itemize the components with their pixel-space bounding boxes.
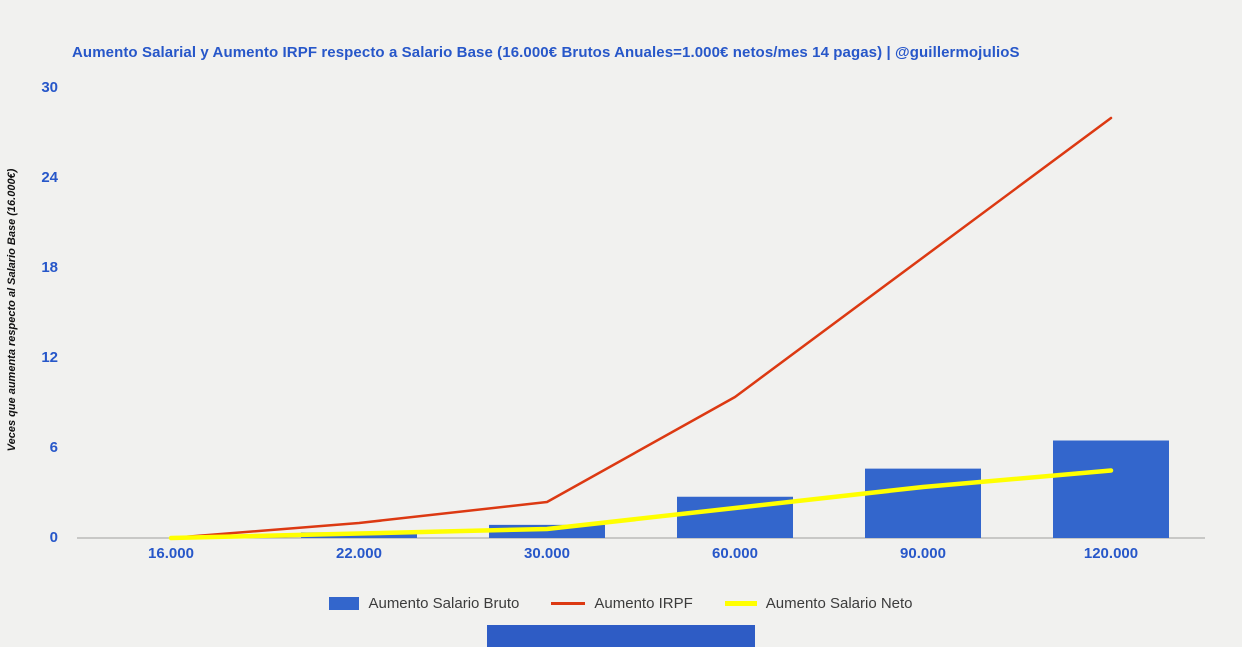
y-tick-label: 30 (41, 79, 58, 96)
legend-swatch-bar-icon (329, 597, 360, 610)
legend-label: Aumento Salario Bruto (368, 595, 520, 612)
x-tick-label: 30.000 (524, 545, 570, 562)
legend-label: Aumento Salario Neto (765, 595, 913, 612)
y-tick-label: 0 (49, 529, 58, 546)
chart-title: Aumento Salarial y Aumento IRPF respecto… (72, 44, 1020, 61)
bar-aumento-salario-bruto (865, 468, 981, 538)
x-tick-label: 16.000 (148, 545, 194, 562)
legend-swatch-line-icon (724, 601, 757, 606)
x-tick-label: 22.000 (336, 545, 382, 562)
y-tick-label: 12 (41, 349, 58, 366)
x-tick-label: 120.000 (1083, 545, 1139, 562)
legend-label: Aumento IRPF (594, 595, 693, 612)
x-tick-label: 90.000 (900, 545, 946, 562)
bar-aumento-salario-bruto (1053, 440, 1169, 538)
x-tick-label: 60.000 (712, 545, 758, 562)
y-tick-label: 6 (49, 439, 58, 456)
legend-swatch-line-icon (551, 602, 586, 605)
line-aumento-salario-neto (168, 468, 1114, 541)
legend-item-aumento-salario-neto: Aumento Salario Neto (724, 595, 913, 612)
y-tick-label: 24 (41, 169, 58, 186)
legend-item-aumento-irpf: Aumento IRPF (551, 595, 693, 612)
legend-item-aumento-salario-bruto: Aumento Salario Bruto (329, 595, 519, 612)
y-tick-label: 18 (41, 259, 58, 276)
x-axis-tick-labels: 16.000 22.000 30.000 60.000 90.000 120.000 (0, 545, 1242, 565)
legend: Aumento Salario Bruto Aumento IRPF Aumen… (0, 595, 1242, 612)
line-aumento-irpf (169, 116, 1113, 540)
bottom-bar (487, 625, 755, 647)
